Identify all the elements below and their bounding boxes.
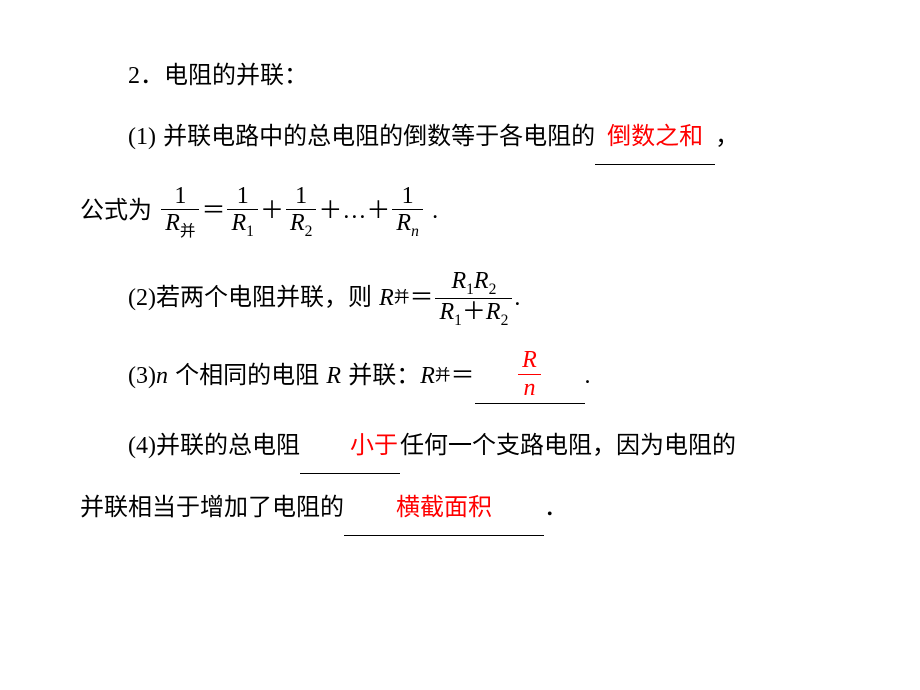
item-3: (3) n 个相同的电阻 R 并联： R并 ＝ R n .: [80, 349, 880, 404]
item1-blank: 倒数之和: [595, 111, 715, 165]
item4-ans1: 小于: [350, 433, 398, 459]
plus2: ＋: [318, 185, 342, 238]
item-4-line2: 并联相当于增加了电阻的 横截面积 ．: [80, 482, 880, 536]
frac-t2: 1 R2: [286, 183, 316, 240]
item2-R: R: [379, 272, 394, 325]
plus1: ＋: [260, 185, 284, 238]
item3-Rsub: 并: [435, 359, 451, 393]
frac-t1: 1 R1: [227, 183, 257, 240]
item4-label: (4): [128, 433, 156, 459]
item3-mid1: 个相同的电阻: [175, 350, 319, 403]
item2-Rsub: 并: [394, 281, 410, 315]
item3-answer-frac: R n: [518, 347, 541, 401]
item3-label: (3): [128, 350, 156, 403]
item4-period: ．: [544, 495, 568, 521]
item4-blank2: 横截面积: [344, 482, 544, 536]
item-1-line1: (1) 并联电路中的总电阻的倒数等于各电阻的 倒数之和 ，: [80, 111, 880, 165]
item3-blank: R n: [475, 349, 585, 404]
item3-eq: ＝: [451, 350, 475, 403]
item4-pre: 并联的总电阻: [156, 433, 300, 459]
item2-frac: R1R2 R1＋R2: [435, 268, 512, 329]
item-1-formula: 公式为 1 R并 ＝ 1 R1 ＋ 1 R2 ＋ … ＋ 1 Rn .: [80, 183, 880, 240]
item2-label: (2): [128, 272, 156, 325]
item4-ans2: 横截面积: [396, 495, 492, 521]
formula-intro: 公式为: [80, 185, 152, 238]
eq: ＝: [201, 185, 225, 238]
item1-pretext: 并联电路中的总电阻的倒数等于各电阻的: [163, 111, 595, 164]
ellipsis: …: [342, 185, 366, 238]
item1-period: .: [432, 185, 438, 238]
item-4-line1: (4)并联的总电阻 小于任何一个支路电阻，因为电阻的: [80, 420, 880, 474]
frac-lhs: 1 R并: [161, 183, 199, 240]
item4-line2-pre: 并联相当于增加了电阻的: [80, 495, 344, 521]
heading-number: 2．: [128, 63, 164, 89]
item2-pretext: 若两个电阻并联，则: [156, 272, 372, 325]
item2-eq: ＝: [409, 272, 433, 325]
item1-comma: ，: [715, 111, 739, 164]
item3-Rpar: R: [420, 350, 435, 403]
frac-tn: 1 Rn: [392, 183, 422, 240]
heading-text: 电阻的并联：: [164, 63, 308, 89]
item1-label: (1): [128, 111, 156, 164]
plus3: ＋: [366, 185, 390, 238]
item3-n: n: [156, 350, 168, 403]
item1-answer: 倒数之和: [607, 124, 703, 150]
item2-period: .: [514, 272, 520, 325]
section-heading: 2．电阻的并联：: [80, 50, 880, 103]
item4-blank1: 小于: [300, 420, 400, 474]
item3-mid2: 并联：: [348, 350, 420, 403]
item3-R: R: [326, 350, 341, 403]
item-2: (2) 若两个电阻并联，则 R并 ＝ R1R2 R1＋R2 .: [80, 268, 880, 329]
item3-period: .: [585, 350, 591, 403]
item4-mid: 任何一个支路电阻，因为电阻的: [400, 433, 736, 459]
